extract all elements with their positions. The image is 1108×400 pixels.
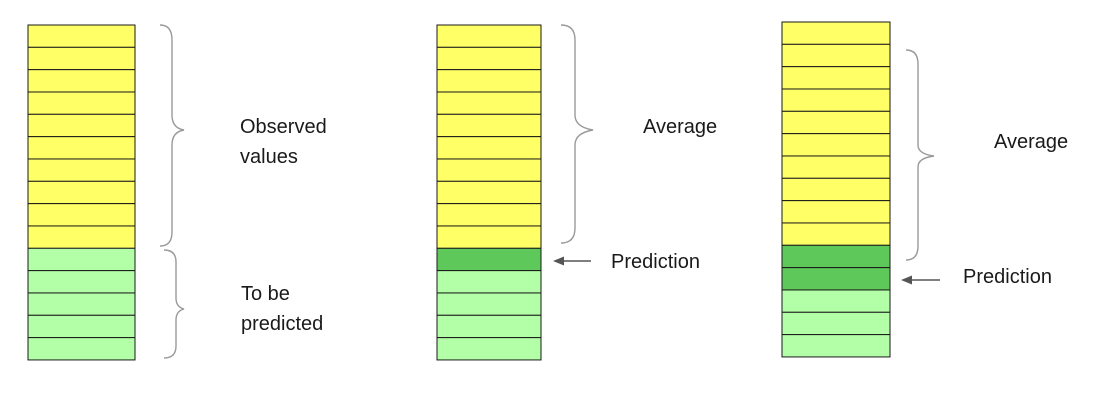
prediction-arrow-first [553,256,591,266]
column-second-prediction [781,21,891,358]
to-predict-cell [27,314,136,339]
prediction-label-second: Prediction [963,266,1052,288]
to-predict-cell [781,289,891,313]
to-predict-cell [436,337,542,361]
observed-cell [436,113,542,138]
column-first-prediction [436,24,542,361]
observed-cell [781,110,891,135]
observed-cell [436,24,542,48]
observed-cell [27,158,136,182]
prediction-cell [436,247,542,272]
to-predict-cell [27,292,136,316]
observed-cell [27,136,136,160]
observed-cell [436,203,542,227]
observed-values-line1: Observed [240,116,327,138]
observed-cell [27,91,136,115]
observed-cell [781,155,891,179]
prediction-label-first: Prediction [611,251,700,273]
observed-values-label: Observed values [240,112,327,172]
observed-cell [27,113,136,138]
to-be-predicted-brace [163,249,185,359]
observed-cell [27,225,136,249]
observed-cell [436,91,542,115]
average-label-first: Average [643,116,718,138]
observed-values-brace [159,24,185,247]
observed-cell [781,21,891,45]
observed-cell [781,133,891,157]
to-be-predicted-label: To be predicted [241,279,323,339]
average-brace-first [560,24,594,244]
to-predict-cell [436,314,542,339]
to-predict-cell [781,334,891,358]
observed-cell [436,69,542,93]
average-label-second: Average [994,131,1069,153]
observed-cell [781,66,891,90]
to-predict-cell [436,270,542,294]
observed-cell [436,158,542,182]
observed-cell [781,200,891,224]
observed-values-line2: values [240,146,298,168]
observed-cell [781,43,891,68]
prediction-cell [781,244,891,269]
to-predict-cell [27,270,136,294]
observed-cell [436,136,542,160]
observed-cell [27,24,136,48]
observed-cell [27,46,136,71]
observed-cell [781,222,891,246]
to-predict-cell [27,337,136,361]
prediction-cell [781,267,891,291]
to-predict-cell [781,311,891,336]
prediction-arrow-second [901,275,940,285]
observed-cell [781,88,891,112]
to-predict-cell [27,247,136,272]
observed-cell [436,225,542,249]
observed-cell [27,203,136,227]
to-be-predicted-line2: predicted [241,313,324,335]
observed-cell [781,177,891,202]
to-predict-cell [436,292,542,316]
observed-cell [27,180,136,205]
column-observed-split [27,24,136,361]
observed-cell [436,180,542,205]
average-brace-second [905,49,935,261]
to-be-predicted-line1: To be [241,283,290,305]
observed-cell [436,46,542,71]
observed-cell [27,69,136,93]
